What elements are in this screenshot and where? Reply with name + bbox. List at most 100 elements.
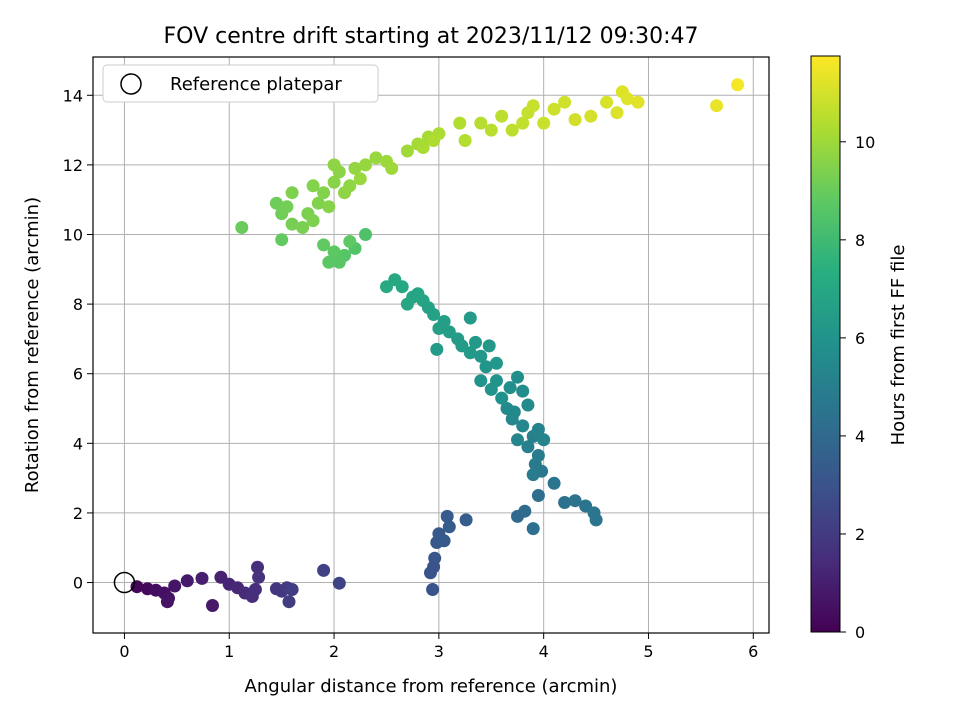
data-point bbox=[521, 440, 535, 454]
colorbar-tick-label: 0 bbox=[855, 623, 865, 642]
data-point bbox=[168, 579, 182, 593]
colorbar-tick-label: 6 bbox=[855, 329, 865, 348]
data-point bbox=[589, 513, 603, 527]
data-point bbox=[332, 576, 346, 590]
data-point bbox=[285, 186, 299, 200]
data-point bbox=[516, 384, 530, 398]
data-point bbox=[547, 102, 561, 116]
data-point bbox=[516, 116, 530, 130]
data-point bbox=[474, 116, 488, 130]
data-point bbox=[369, 151, 383, 165]
data-point bbox=[327, 245, 341, 259]
data-point bbox=[353, 172, 367, 186]
data-point bbox=[490, 356, 503, 370]
data-point bbox=[621, 92, 634, 106]
data-point bbox=[280, 200, 294, 214]
data-point bbox=[306, 214, 320, 228]
data-point bbox=[332, 255, 346, 269]
data-point bbox=[400, 297, 414, 311]
data-point bbox=[343, 179, 357, 193]
data-point bbox=[428, 551, 442, 565]
x-tick-label: 6 bbox=[748, 642, 758, 661]
data-point bbox=[503, 381, 517, 395]
data-point bbox=[474, 349, 488, 363]
data-point bbox=[400, 144, 414, 158]
data-point bbox=[531, 449, 545, 462]
data-point bbox=[526, 99, 540, 113]
data-point bbox=[306, 179, 320, 193]
data-point bbox=[269, 196, 283, 210]
data-point bbox=[343, 235, 357, 248]
legend-entry-label: Reference platepar bbox=[170, 74, 342, 95]
data-point bbox=[479, 360, 493, 374]
data-point bbox=[521, 398, 535, 412]
x-tick-label: 4 bbox=[539, 642, 549, 661]
y-tick-label: 12 bbox=[63, 156, 83, 175]
x-tick-label: 3 bbox=[434, 642, 444, 661]
data-point bbox=[317, 186, 331, 200]
data-point bbox=[327, 175, 341, 189]
y-tick-label: 8 bbox=[73, 295, 83, 314]
data-point bbox=[710, 99, 724, 113]
data-point bbox=[359, 158, 372, 172]
data-point bbox=[248, 583, 262, 596]
data-point bbox=[437, 534, 451, 548]
data-point bbox=[537, 433, 551, 447]
data-point bbox=[317, 238, 331, 252]
data-point bbox=[463, 311, 477, 325]
data-point bbox=[322, 255, 336, 269]
y-tick-label: 0 bbox=[73, 574, 83, 593]
legend-reference-marker bbox=[120, 73, 142, 95]
x-tick-label: 2 bbox=[329, 642, 339, 661]
data-point bbox=[322, 200, 336, 214]
data-point bbox=[495, 391, 509, 405]
y-tick-label: 6 bbox=[73, 365, 83, 384]
data-point bbox=[442, 520, 456, 534]
data-point bbox=[518, 504, 532, 518]
colorbar-tick-label: 10 bbox=[855, 133, 875, 152]
data-point bbox=[558, 95, 572, 109]
data-point bbox=[482, 339, 496, 353]
colorbar-gradient bbox=[810, 55, 841, 633]
data-point bbox=[160, 595, 174, 609]
data-point bbox=[484, 123, 498, 137]
colorbar-tick-label: 8 bbox=[855, 231, 865, 250]
data-point bbox=[526, 468, 540, 482]
data-point bbox=[285, 583, 299, 596]
data-point bbox=[206, 599, 219, 612]
x-tick-label: 0 bbox=[119, 642, 129, 661]
data-point bbox=[495, 109, 509, 123]
data-point bbox=[252, 570, 266, 584]
data-point bbox=[427, 134, 441, 147]
x-tick-label: 5 bbox=[643, 642, 653, 661]
data-point bbox=[442, 325, 456, 339]
data-point bbox=[584, 109, 598, 123]
data-point bbox=[251, 560, 264, 574]
data-point bbox=[282, 595, 296, 609]
legend-box bbox=[102, 64, 379, 103]
data-point bbox=[296, 221, 310, 234]
colorbar-label: Hours from first FF file bbox=[888, 245, 909, 446]
data-point bbox=[731, 78, 745, 92]
data-point bbox=[547, 476, 561, 490]
data-point bbox=[484, 382, 498, 396]
data-point bbox=[458, 134, 472, 147]
data-point bbox=[317, 563, 331, 577]
data-point bbox=[285, 217, 299, 231]
data-point bbox=[327, 158, 341, 172]
data-point bbox=[610, 106, 624, 120]
grid bbox=[93, 57, 769, 633]
y-tick-label: 14 bbox=[63, 86, 83, 105]
data-point bbox=[430, 342, 444, 356]
data-point bbox=[440, 509, 454, 523]
colorbar: 0 2 4 6 8 10 Hours from first FF file bbox=[810, 55, 909, 642]
x-tick-label: 1 bbox=[224, 642, 234, 661]
y-axis-label: Rotation from reference (arcmin) bbox=[22, 197, 43, 493]
data-point bbox=[568, 494, 582, 508]
data-point bbox=[432, 322, 446, 335]
data-point bbox=[511, 433, 524, 447]
chart-title: FOV centre drift starting at 2023/11/12 … bbox=[164, 24, 699, 49]
data-point bbox=[459, 513, 473, 527]
